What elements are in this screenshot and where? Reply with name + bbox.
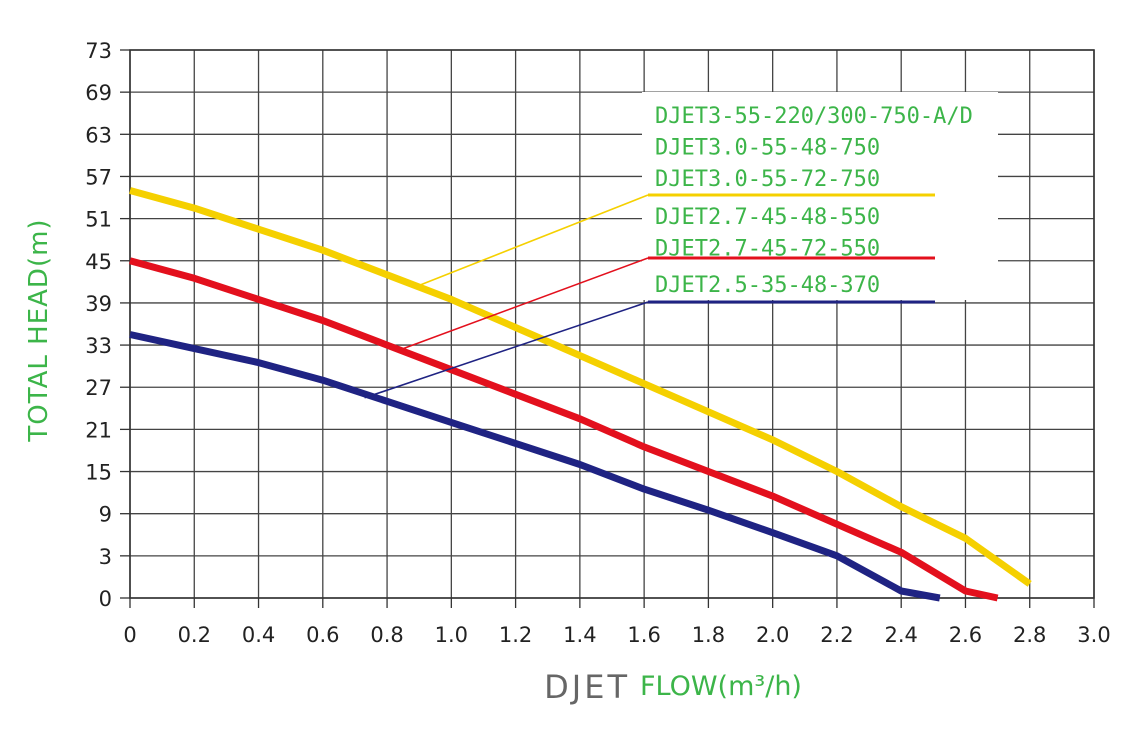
x-tick-label: 0 [123, 623, 136, 647]
y-tick-label: 45 [85, 250, 112, 274]
legend-label: DJET2.7-45-48-550 [655, 205, 880, 230]
x-axis-brand-label: DJET [544, 668, 630, 706]
x-tick-label: 1.8 [692, 623, 725, 647]
series-line-2 [129, 257, 999, 602]
y-tick-label: 3 [99, 545, 112, 569]
series-line-3 [129, 331, 941, 602]
legend-label: DJET2.7-45-72-550 [655, 237, 880, 262]
x-tick-label: 2.6 [949, 623, 982, 647]
axis-ticks: 0 0.2 0.4 0.6 0.8 1.0 1.2 1.4 1.6 1.8 2.0 2.2 2.4 2.6… [85, 39, 1110, 647]
x-tick-label: 0.4 [242, 623, 275, 647]
x-tick-label: 0.2 [178, 623, 211, 647]
legend-leader-1 [418, 194, 649, 287]
legend-label: DJET3.0-55-72-750 [655, 167, 880, 192]
y-tick-label: 57 [85, 165, 112, 189]
y-tick-label: 39 [85, 292, 112, 316]
legend-leader-2 [402, 257, 649, 350]
series-lines [129, 187, 1032, 602]
y-tick-label: 69 [85, 81, 112, 105]
legend-leaders [364, 194, 649, 399]
y-tick-label: 21 [85, 418, 112, 442]
legend-leader-3 [364, 301, 649, 399]
y-tick-label: 0 [99, 587, 112, 611]
legend: DJET3-55-220/300-750-A/D DJET3.0-55-48-75… [648, 104, 973, 304]
y-tick-label: 33 [85, 334, 112, 358]
x-tick-label: 1.2 [499, 623, 532, 647]
plot-frame [129, 49, 1095, 599]
x-tick-label: 3.0 [1077, 623, 1110, 647]
series-line-1 [129, 187, 1032, 587]
legend-label: DJET2.5-35-48-370 [655, 273, 880, 298]
x-tick-label: 0.8 [370, 623, 403, 647]
legend-label: DJET3.0-55-48-750 [655, 136, 880, 161]
y-tick-label: 51 [85, 208, 112, 232]
y-tick-label: 73 [85, 39, 112, 63]
x-tick-label: 0.6 [306, 623, 339, 647]
y-tick-label: 63 [85, 123, 112, 147]
x-tick-label: 2.8 [1013, 623, 1046, 647]
x-axis-label: FLOW(m³/h) [640, 671, 802, 702]
x-tick-label: 1.0 [435, 623, 468, 647]
x-tick-label: 2.4 [884, 623, 917, 647]
legend-label: DJET3-55-220/300-750-A/D [655, 104, 973, 129]
y-tick-label: 27 [85, 376, 112, 400]
x-tick-label: 2.0 [756, 623, 789, 647]
x-tick-label: 1.6 [627, 623, 660, 647]
x-tick-label: 1.4 [563, 623, 596, 647]
y-tick-label: 15 [85, 461, 112, 485]
y-tick-label: 9 [99, 503, 112, 527]
x-tick-label: 2.2 [820, 623, 853, 647]
y-axis-label: TOTAL HEAD(m) [24, 218, 54, 442]
